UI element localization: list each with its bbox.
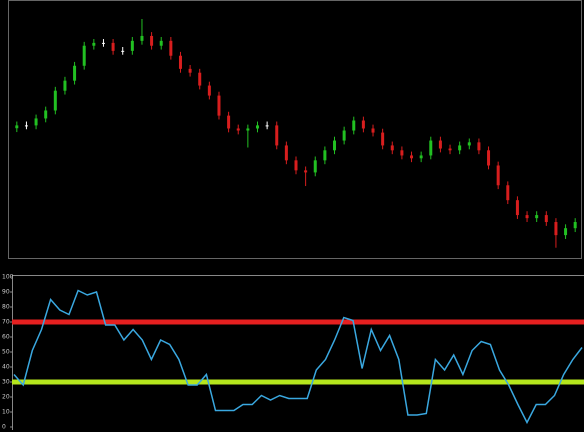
y-tick-label: 10 — [2, 409, 10, 416]
candle-body — [477, 142, 481, 151]
candle-body — [313, 160, 317, 173]
candle-body — [188, 68, 192, 73]
candle-body — [275, 125, 279, 146]
candle-body — [458, 145, 462, 151]
candle-body — [304, 170, 308, 173]
candle-body — [130, 40, 134, 51]
candle-body — [496, 165, 500, 186]
candle-body — [217, 95, 221, 116]
candle-body — [535, 215, 539, 219]
candle-body — [34, 118, 38, 126]
candle-body — [255, 125, 259, 129]
candle-body — [284, 145, 288, 161]
oscillator-line — [13, 289, 583, 425]
candle-body — [150, 35, 154, 46]
candle-body — [140, 35, 144, 41]
candle-body — [246, 128, 250, 131]
candle-body — [24, 125, 28, 127]
candle-body — [227, 115, 231, 129]
candle-body — [438, 140, 442, 149]
candle-body — [467, 142, 471, 146]
candle-body — [53, 90, 57, 111]
candle-body — [294, 160, 298, 171]
candle-body — [487, 150, 491, 166]
candle-body — [111, 42, 115, 51]
candle-body — [101, 42, 105, 44]
candle-body — [381, 132, 385, 146]
candle-body — [178, 55, 182, 69]
candle-body — [554, 222, 558, 236]
y-tick-label: 20 — [2, 394, 10, 401]
y-tick-label: 30 — [2, 379, 10, 386]
y-tick-label: 40 — [2, 364, 10, 371]
candle-body — [121, 50, 125, 52]
candle-body — [169, 40, 173, 56]
y-tick-label: 90 — [2, 289, 10, 296]
candle-body — [410, 155, 414, 159]
candle-body — [265, 125, 269, 127]
y-tick-label: 60 — [2, 334, 10, 341]
candle-body — [73, 65, 77, 81]
y-tick-label: 50 — [2, 349, 10, 356]
candle-body — [15, 125, 19, 129]
candle-body — [333, 140, 337, 151]
candle-body — [44, 110, 48, 119]
candle-body — [448, 148, 452, 151]
candle-body — [236, 128, 240, 131]
candle-body — [390, 145, 394, 151]
y-tick-label: 100 — [2, 274, 14, 281]
candle-body — [207, 85, 211, 96]
candle-body — [573, 222, 577, 229]
candle-body — [92, 42, 96, 46]
candle-body — [371, 128, 375, 133]
candle-body — [544, 215, 548, 223]
candle-body — [506, 185, 510, 201]
price-panel-frame — [8, 0, 582, 259]
candle-body — [361, 120, 365, 129]
candle-body — [198, 72, 202, 86]
candle-body — [429, 140, 433, 156]
candle-body — [352, 120, 356, 131]
candle-body — [400, 150, 404, 156]
candle-body — [564, 228, 568, 236]
candle-body — [63, 80, 67, 91]
candle-body — [342, 130, 346, 141]
candle-body — [419, 155, 423, 159]
candle-body — [525, 215, 529, 219]
candle-body — [82, 45, 86, 66]
candle-body — [323, 150, 327, 161]
y-tick-label: 80 — [2, 304, 10, 311]
y-tick-label: 0 — [2, 424, 6, 431]
y-tick-label: 70 — [2, 319, 10, 326]
candle-body — [515, 200, 519, 216]
candle-body — [159, 40, 163, 46]
